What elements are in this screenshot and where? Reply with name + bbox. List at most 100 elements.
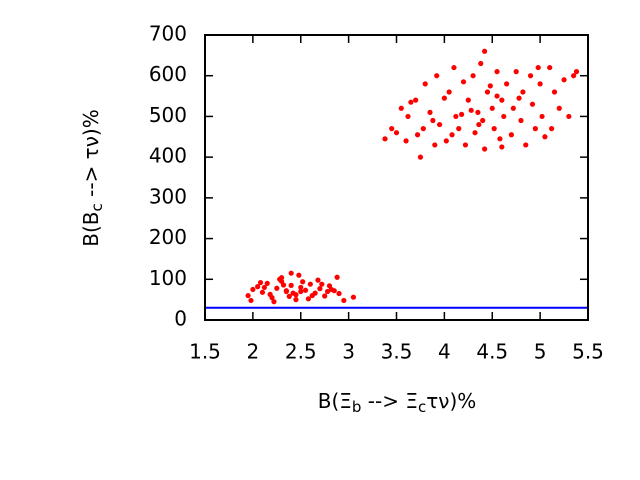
point xyxy=(334,274,340,280)
plot-frame xyxy=(204,34,589,321)
point xyxy=(441,95,447,101)
point xyxy=(523,142,529,148)
point xyxy=(497,136,503,142)
point xyxy=(443,138,449,144)
label-part: --> Ξ xyxy=(361,389,418,413)
point xyxy=(413,97,419,103)
point xyxy=(529,101,536,107)
point xyxy=(307,281,313,287)
point xyxy=(436,121,443,128)
label-part: B(B xyxy=(79,211,103,246)
point xyxy=(283,288,289,294)
y-tick-label: 200 xyxy=(149,225,187,249)
point xyxy=(405,113,411,120)
point xyxy=(382,136,388,142)
point xyxy=(248,297,254,304)
point xyxy=(456,126,462,132)
point xyxy=(271,299,277,305)
point xyxy=(470,73,476,79)
point xyxy=(298,284,304,291)
point xyxy=(280,282,287,288)
x-tick-label: 2 xyxy=(247,340,260,364)
point xyxy=(504,81,510,87)
point xyxy=(547,64,553,71)
point xyxy=(403,138,409,144)
point xyxy=(408,99,414,105)
point xyxy=(259,289,266,295)
point xyxy=(460,79,467,85)
point xyxy=(245,292,251,299)
point xyxy=(520,89,526,95)
point xyxy=(476,121,482,128)
point xyxy=(513,69,519,75)
point xyxy=(336,290,342,297)
point xyxy=(491,126,497,132)
point xyxy=(389,126,395,132)
point xyxy=(302,287,309,293)
point xyxy=(510,105,516,111)
point xyxy=(274,285,280,291)
point xyxy=(542,134,548,140)
point xyxy=(475,109,481,115)
point xyxy=(451,64,457,71)
label-part: B(Ξ xyxy=(318,389,352,413)
point xyxy=(494,93,500,99)
point xyxy=(309,292,315,299)
point xyxy=(322,293,328,299)
point xyxy=(328,286,334,293)
point xyxy=(571,73,577,79)
point xyxy=(561,77,567,83)
subscript: c xyxy=(88,203,106,211)
y-axis-label: B(Bc --> τν)% xyxy=(79,109,106,246)
x-tick-label: 4.5 xyxy=(476,340,508,364)
point xyxy=(465,97,471,103)
point xyxy=(286,293,292,299)
point xyxy=(315,277,321,283)
x-tick-label: 5 xyxy=(534,340,547,364)
point xyxy=(290,290,296,296)
point xyxy=(279,275,285,281)
subscript: c xyxy=(418,398,426,416)
subscript: b xyxy=(352,398,362,416)
point xyxy=(537,81,543,87)
x-tick-label: 4 xyxy=(438,340,451,364)
point xyxy=(446,89,452,95)
point xyxy=(453,113,459,120)
y-tick-label: 500 xyxy=(149,103,187,127)
point xyxy=(501,113,507,120)
point xyxy=(508,132,514,138)
point xyxy=(527,73,534,79)
point xyxy=(422,81,428,87)
point xyxy=(398,105,404,111)
x-tick-label: 3.5 xyxy=(381,340,413,364)
point xyxy=(551,89,558,95)
point xyxy=(300,279,306,285)
point xyxy=(317,286,323,292)
point xyxy=(472,130,478,136)
point xyxy=(549,126,555,132)
point xyxy=(257,279,264,286)
x-tick-label: 2.5 xyxy=(285,340,317,364)
point xyxy=(462,142,469,148)
point xyxy=(434,73,440,79)
point xyxy=(414,132,421,138)
y-tick-label: 100 xyxy=(149,266,187,290)
point xyxy=(478,60,484,67)
point xyxy=(341,297,347,304)
point xyxy=(532,126,538,132)
point xyxy=(481,48,488,54)
y-tick-label: 600 xyxy=(149,62,187,86)
point xyxy=(459,111,465,117)
point xyxy=(573,69,580,75)
point xyxy=(255,284,261,290)
x-tick-label: 5.5 xyxy=(572,340,604,364)
point xyxy=(556,105,562,111)
point xyxy=(449,132,455,138)
y-tick-label: 0 xyxy=(174,307,187,331)
point xyxy=(288,282,294,288)
point xyxy=(480,117,486,124)
point xyxy=(324,288,331,295)
x-axis-label: B(Ξb --> Ξcτν)% xyxy=(318,389,477,416)
